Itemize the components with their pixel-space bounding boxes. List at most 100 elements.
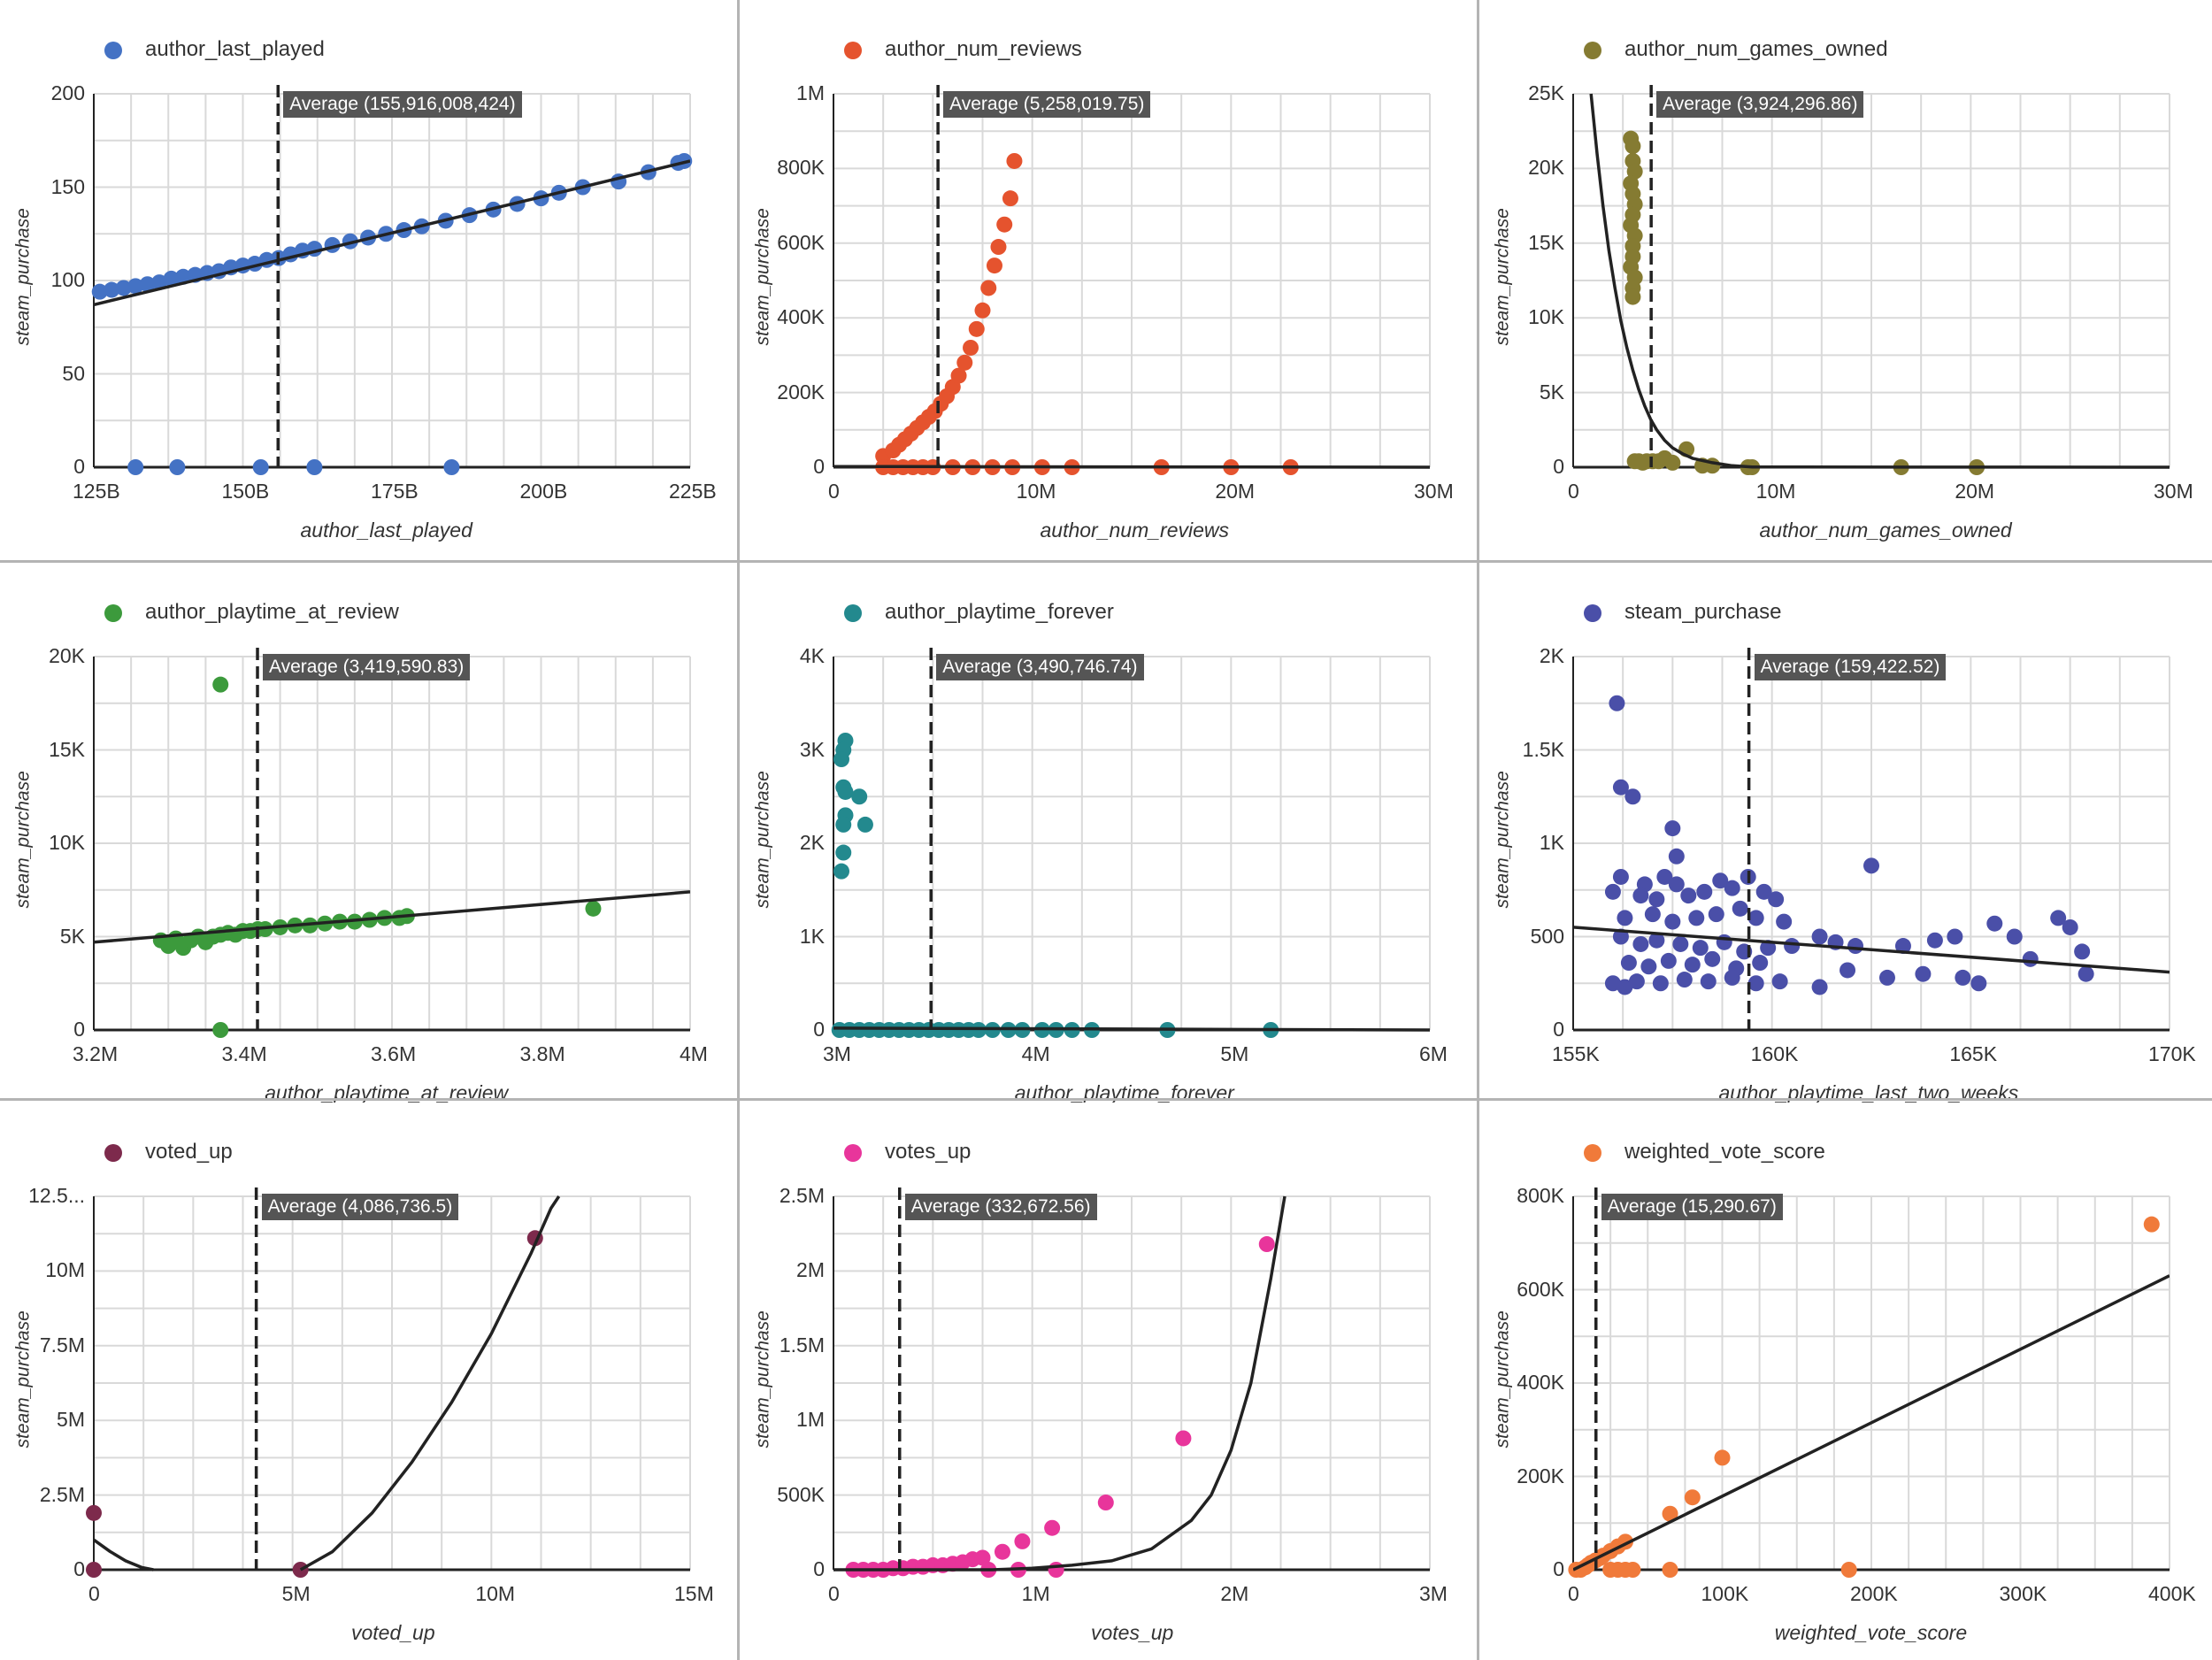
x-tick-label: 6M <box>1419 1042 1448 1065</box>
y-tick-label: 0 <box>1553 1018 1564 1041</box>
y-tick-label: 5M <box>57 1408 85 1432</box>
chart-plot <box>1572 648 2170 1032</box>
y-axis-title: steam_purchase <box>1492 1310 1512 1449</box>
data-point <box>1604 883 1621 900</box>
data-point <box>1955 969 1971 986</box>
legend-marker <box>1584 1144 1601 1162</box>
data-point <box>1044 1519 1061 1536</box>
row-divider <box>0 560 2212 563</box>
chart-panel-voted-up: voted_up Average (4,086,736.5) 0 5M 10M 15M 0 2… <box>0 1103 736 1651</box>
chart-panel-author-playtime-at-review: author_playtime_at_review Average (3,419,… <box>0 563 736 1111</box>
data-point <box>1986 915 2003 932</box>
average-label: Average (332,672.56) <box>904 1194 1097 1220</box>
y-tick-label: 1M <box>796 1408 825 1432</box>
data-point <box>2050 910 2067 926</box>
data-point <box>1732 900 1748 917</box>
y-axis-title: steam_purchase <box>752 771 772 909</box>
data-point <box>443 459 460 475</box>
x-tick-label: 5M <box>1220 1042 1249 1065</box>
data-point <box>1708 906 1724 923</box>
chart-panel-weighted-vote-score: weighted_vote_score Average (15,290.67) 0 1… <box>1479 1103 2212 1651</box>
data-point <box>1668 848 1685 865</box>
data-point <box>950 367 967 384</box>
data-point <box>994 1543 1010 1560</box>
chart-plot <box>91 85 693 475</box>
data-point <box>91 283 108 300</box>
y-tick-label: 20K <box>1528 156 1564 180</box>
x-tick-label: 0 <box>1568 1582 1579 1605</box>
legend-label: author_num_games_owned <box>1624 37 1888 61</box>
legend-label: author_last_played <box>145 37 325 61</box>
chart-plot <box>1568 1187 2170 1578</box>
data-point <box>115 280 132 296</box>
data-point <box>1097 1495 1114 1511</box>
data-point <box>1894 938 1911 955</box>
data-point <box>139 276 156 293</box>
data-point <box>1724 880 1740 896</box>
chart-panel-author-last-played: author_last_played Average (155,916,008,4… <box>0 0 736 549</box>
trend-line-2 <box>299 1195 561 1572</box>
legend-label: votes_up <box>885 1140 972 1164</box>
data-point <box>306 459 323 475</box>
y-axis-title: steam_purchase <box>1492 208 1512 346</box>
x-tick-label: 2M <box>1220 1582 1249 1605</box>
data-point <box>1644 906 1661 923</box>
column-divider <box>737 0 740 1660</box>
x-tick-label: 3.2M <box>73 1042 119 1065</box>
data-point <box>1652 975 1669 992</box>
data-point <box>1768 891 1785 908</box>
data-point <box>1664 820 1681 837</box>
data-point <box>1632 935 1649 952</box>
x-tick-label: 150B <box>221 480 270 503</box>
y-tick-label: 600K <box>777 230 825 254</box>
data-point <box>1048 1562 1064 1578</box>
y-tick-label: 200K <box>777 380 825 403</box>
y-axis-title: steam_purchase <box>752 208 772 346</box>
data-point <box>1755 883 1772 900</box>
y-tick-label: 2.5M <box>779 1184 825 1207</box>
data-point <box>163 270 180 287</box>
chart-plot <box>833 85 1431 475</box>
data-point <box>1656 868 1673 885</box>
x-axis-title: author_playtime_at_review <box>265 1081 509 1104</box>
data-point <box>1680 888 1697 904</box>
data-point <box>1847 938 1864 955</box>
data-point <box>127 278 144 295</box>
y-tick-label: 50 <box>62 361 85 385</box>
data-point <box>1620 955 1637 972</box>
x-tick-label: 10M <box>1755 480 1796 503</box>
y-tick-label: 1.5K <box>1522 737 1564 761</box>
y-tick-label: 2.5M <box>39 1482 85 1506</box>
trend-line <box>94 159 690 307</box>
data-point <box>212 676 229 693</box>
data-point <box>1747 975 1764 992</box>
data-point <box>1784 938 1801 955</box>
x-tick-label: 400K <box>2148 1582 2196 1605</box>
data-point <box>2006 928 2023 945</box>
data-point <box>1760 940 1777 957</box>
data-point <box>1714 1449 1731 1466</box>
legend-marker <box>844 42 862 59</box>
data-point <box>1692 940 1709 957</box>
legend-marker <box>1584 42 1601 59</box>
data-point <box>1664 913 1681 930</box>
trend-line <box>833 1195 1286 1572</box>
data-point <box>169 459 186 475</box>
data-point <box>1628 973 1645 990</box>
x-tick-label: 225B <box>669 480 717 503</box>
data-point <box>1684 1489 1701 1506</box>
data-point <box>2062 918 2078 935</box>
y-tick-label: 1.5M <box>779 1333 825 1356</box>
chart-plot <box>833 1187 1431 1578</box>
y-tick-label: 2K <box>799 831 825 854</box>
data-point <box>837 783 854 800</box>
data-point <box>1926 932 1943 949</box>
y-tick-label: 2K <box>1539 644 1564 667</box>
y-tick-label: 0 <box>73 1557 85 1580</box>
average-label: Average (3,419,590.83) <box>263 654 471 680</box>
data-point <box>1776 913 1793 930</box>
x-tick-label: 15M <box>674 1582 714 1605</box>
legend-marker <box>844 604 862 622</box>
data-point <box>1612 779 1629 795</box>
data-point <box>1771 973 1788 990</box>
